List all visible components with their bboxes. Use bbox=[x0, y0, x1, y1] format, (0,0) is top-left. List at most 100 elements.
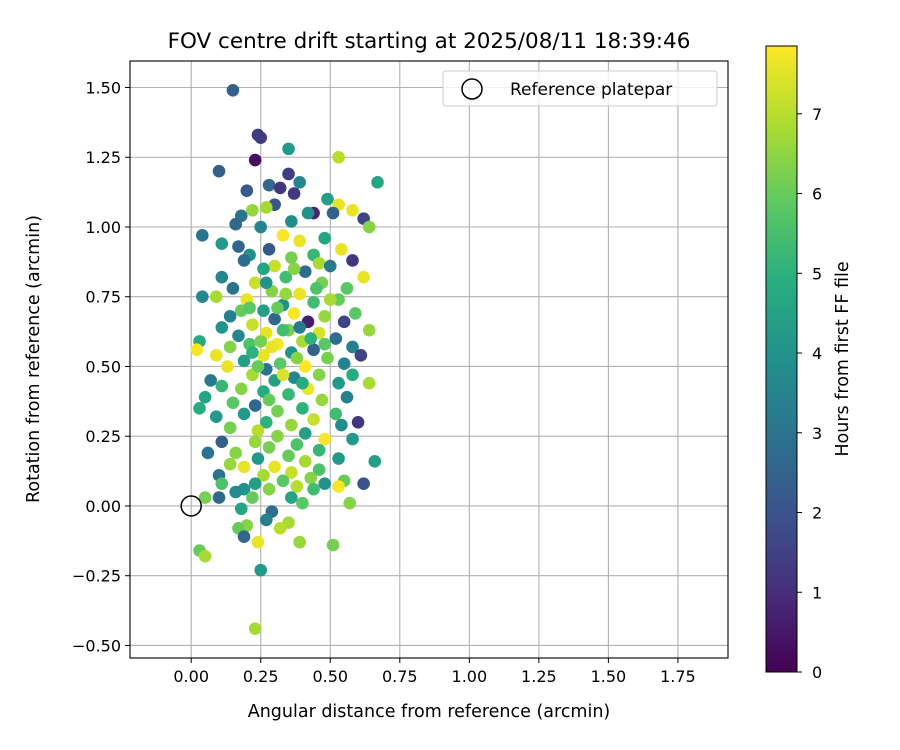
data-point bbox=[307, 482, 320, 496]
data-point bbox=[307, 413, 320, 426]
data-point bbox=[237, 254, 251, 267]
legend-marker-icon bbox=[461, 78, 483, 100]
data-point bbox=[232, 329, 245, 343]
legend-box bbox=[442, 70, 718, 107]
data-point bbox=[285, 215, 298, 228]
data-point bbox=[346, 368, 359, 382]
data-point bbox=[346, 340, 359, 354]
data-point bbox=[279, 270, 293, 284]
data-point bbox=[276, 323, 290, 337]
data-point bbox=[237, 354, 251, 368]
data-point bbox=[234, 382, 248, 396]
data-point bbox=[329, 332, 343, 345]
data-point bbox=[271, 301, 284, 315]
data-point bbox=[293, 176, 306, 189]
data-point bbox=[298, 455, 312, 468]
legend-label: Reference platepar bbox=[510, 80, 672, 100]
data-point bbox=[223, 421, 237, 435]
data-point bbox=[198, 491, 212, 504]
y-tick-label: 1.50 bbox=[85, 79, 121, 98]
data-point bbox=[204, 374, 217, 387]
data-point bbox=[209, 349, 223, 362]
data-point bbox=[332, 480, 345, 493]
data-point bbox=[296, 402, 309, 415]
data-point bbox=[246, 346, 259, 359]
x-tick-label: 0.00 bbox=[173, 667, 209, 686]
data-point bbox=[251, 535, 265, 549]
data-point bbox=[276, 229, 290, 242]
data-point bbox=[326, 206, 340, 220]
x-axis-label: Angular distance from reference (arcmin) bbox=[248, 702, 611, 722]
data-point bbox=[246, 203, 259, 217]
y-tick-label: 0.75 bbox=[85, 288, 121, 307]
data-point bbox=[262, 482, 276, 496]
y-tick-label: 0.50 bbox=[85, 357, 121, 376]
data-point bbox=[243, 301, 256, 315]
colorbar-tick-label: 5 bbox=[812, 264, 822, 283]
data-point bbox=[229, 217, 242, 231]
data-point bbox=[301, 206, 315, 220]
data-point bbox=[340, 390, 354, 404]
data-point bbox=[287, 187, 301, 200]
data-point bbox=[323, 259, 337, 273]
data-point bbox=[248, 276, 262, 290]
data-point bbox=[262, 441, 276, 454]
data-point bbox=[312, 256, 326, 270]
colorbar-gradient bbox=[765, 45, 798, 673]
data-point bbox=[215, 379, 229, 393]
data-point bbox=[285, 418, 298, 432]
data-point bbox=[285, 251, 298, 264]
data-point bbox=[337, 357, 351, 370]
data-point bbox=[248, 477, 262, 490]
data-point bbox=[318, 231, 331, 245]
data-point bbox=[318, 432, 331, 446]
data-point bbox=[273, 521, 287, 535]
data-point bbox=[259, 201, 273, 214]
data-point bbox=[254, 335, 268, 348]
data-point bbox=[362, 376, 376, 390]
data-point bbox=[285, 466, 298, 479]
data-point bbox=[257, 468, 270, 482]
data-point bbox=[259, 276, 273, 290]
data-point bbox=[276, 368, 290, 382]
data-point bbox=[215, 270, 229, 284]
data-point bbox=[268, 312, 281, 326]
data-point bbox=[321, 192, 334, 206]
reference-marker bbox=[180, 495, 202, 517]
data-point bbox=[362, 323, 376, 337]
data-point bbox=[312, 368, 326, 382]
data-point bbox=[271, 429, 284, 443]
data-point bbox=[298, 265, 312, 278]
data-point bbox=[296, 496, 309, 510]
data-point bbox=[354, 349, 368, 362]
data-point bbox=[307, 296, 320, 309]
data-point bbox=[346, 432, 359, 446]
data-point bbox=[332, 452, 345, 465]
data-point bbox=[357, 270, 370, 284]
y-tick-label: 0.00 bbox=[85, 497, 121, 516]
data-point bbox=[296, 376, 309, 390]
data-point bbox=[223, 309, 237, 323]
data-point bbox=[201, 446, 215, 460]
data-point bbox=[357, 477, 370, 490]
colorbar-tick-label: 3 bbox=[812, 424, 822, 443]
data-point bbox=[254, 220, 268, 234]
data-point bbox=[273, 357, 287, 370]
data-points bbox=[190, 83, 384, 636]
data-point bbox=[215, 477, 229, 490]
data-point bbox=[254, 563, 268, 577]
x-tick-label: 1.75 bbox=[660, 667, 696, 686]
y-tick-label: 0.25 bbox=[85, 427, 121, 446]
colorbar-tick-label: 0 bbox=[812, 663, 822, 682]
data-point bbox=[259, 415, 273, 429]
data-point bbox=[371, 176, 384, 189]
data-point bbox=[340, 282, 354, 295]
x-tick-label: 0.25 bbox=[243, 667, 279, 686]
data-point bbox=[346, 254, 359, 267]
grid-lines bbox=[130, 61, 728, 658]
colorbar: 0 1 2 3 4 5 6 7 Hours from first FF file bbox=[765, 45, 853, 682]
y-tick-label: −0.25 bbox=[72, 567, 121, 586]
data-point bbox=[196, 229, 209, 242]
data-point bbox=[276, 474, 290, 488]
